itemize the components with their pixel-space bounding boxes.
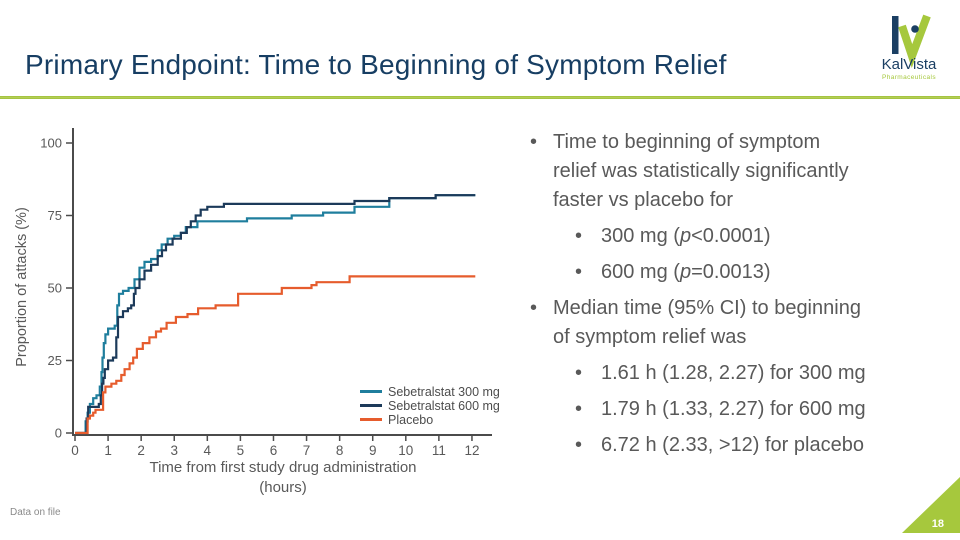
- x-tick-label: 2: [137, 443, 145, 458]
- x-tick-label: 11: [432, 443, 446, 458]
- bullet-dot: [575, 395, 601, 424]
- x-tick-label: 0: [71, 443, 79, 458]
- x-tick-label: 6: [270, 443, 278, 458]
- bullet-dot: [575, 431, 601, 460]
- x-tick-label: 4: [204, 443, 212, 458]
- sub-bullet-item: 600 mg (p=0.0013): [521, 258, 956, 287]
- x-tick-label: 1: [104, 443, 112, 458]
- sub-bullet-item: 1.61 h (1.28, 2.27) for 300 mg: [521, 359, 956, 388]
- series-sebetralstat-300-mg: [75, 194, 476, 435]
- x-tick-label: 12: [464, 443, 479, 458]
- logo-tagline: Pharmaceuticals: [882, 74, 936, 81]
- legend-label: Sebetralstat 600 mg: [388, 399, 500, 413]
- x-tick-label: 7: [303, 443, 311, 458]
- title-divider: [0, 96, 960, 99]
- bullet-item: Time to beginning of symptom relief was …: [521, 128, 956, 215]
- y-axis-title: Proportion of attacks (%): [14, 207, 30, 367]
- y-tick-label: 25: [48, 353, 62, 368]
- bullet-dot: [575, 258, 601, 287]
- kalvista-logo-icon: [892, 14, 931, 68]
- series-sebetralstat-600-mg: [75, 194, 476, 435]
- x-tick-label: 8: [336, 443, 344, 458]
- y-tick-label: 50: [48, 281, 62, 296]
- x-tick-label: 5: [237, 443, 245, 458]
- bullet-dot: [575, 359, 601, 388]
- legend-label: Sebetralstat 300 mg: [388, 385, 500, 399]
- logo-name: KalVista: [882, 56, 937, 73]
- sub-bullet-item: 300 mg (p<0.0001): [521, 222, 956, 251]
- x-axis-title: (hours): [259, 479, 307, 496]
- bullet-dot: [530, 294, 553, 352]
- y-tick-label: 0: [55, 426, 62, 441]
- page-title: Primary Endpoint: Time to Beginning of S…: [25, 49, 727, 80]
- bullet-dot: [575, 222, 601, 251]
- footer-note: Data on file: [10, 507, 61, 518]
- x-tick-label: 10: [398, 443, 413, 458]
- y-tick-label: 100: [40, 136, 62, 151]
- bullet-dot: [530, 128, 553, 215]
- legend-label: Placebo: [388, 413, 433, 427]
- x-tick-label: 9: [369, 443, 377, 458]
- y-tick-label: 75: [48, 208, 62, 223]
- bullet-item: Median time (95% CI) to beginning of sym…: [521, 294, 956, 352]
- page-number: 18: [931, 518, 944, 530]
- x-tick-label: 3: [170, 443, 178, 458]
- sub-bullet-item: 6.72 h (2.33, >12) for placebo: [521, 431, 956, 460]
- kalvista-logo: KalVista Pharmaceuticals: [882, 14, 937, 81]
- series-placebo: [75, 275, 476, 435]
- sub-bullet-item: 1.79 h (1.33, 2.27) for 600 mg: [521, 395, 956, 424]
- key-findings: Time to beginning of symptom relief was …: [521, 128, 956, 467]
- x-axis-title: Time from first study drug administratio…: [149, 459, 416, 476]
